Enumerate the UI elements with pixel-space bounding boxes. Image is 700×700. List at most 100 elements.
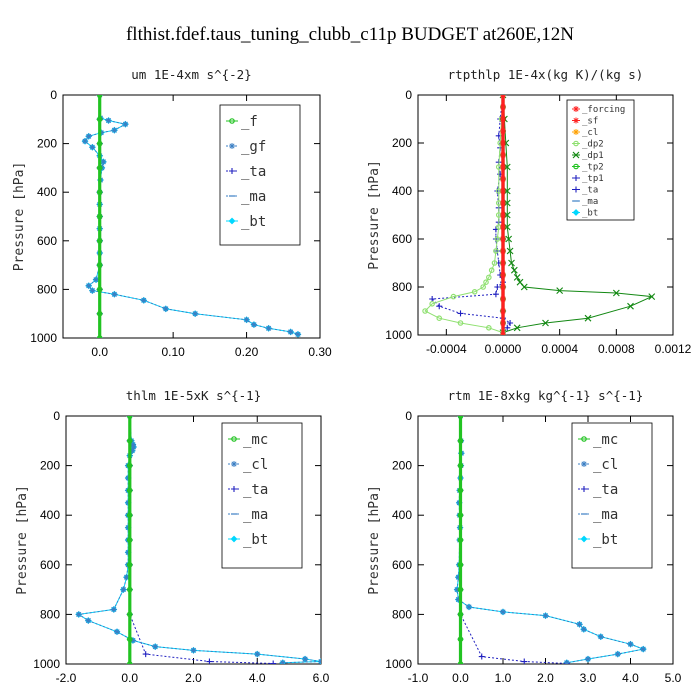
data-point [82, 138, 89, 145]
data-point [500, 152, 506, 158]
legend-label: _mc [593, 432, 618, 448]
data-point [111, 291, 118, 298]
data-point [500, 200, 506, 206]
data-point [500, 236, 506, 242]
legend-marker [229, 143, 235, 149]
plot-area [453, 416, 647, 664]
data-point [556, 287, 564, 294]
data-point [505, 235, 513, 243]
legend-marker [581, 436, 587, 442]
legend-entry: _sf [572, 117, 598, 127]
legend-entry: _ta [578, 482, 618, 498]
data-point [500, 272, 506, 278]
legend-label: _ta [241, 164, 266, 180]
data-point [142, 651, 149, 658]
data-point [457, 661, 464, 664]
data-point [455, 574, 462, 581]
y-tick-label: 400 [392, 508, 412, 522]
y-tick-label: 600 [392, 558, 412, 572]
panel-title: rtm 1E-8xkg kg^{-1} s^{-1} [448, 388, 644, 403]
data-point [120, 586, 127, 593]
series-dp1 [499, 95, 656, 335]
y-tick-label: 0 [50, 88, 57, 102]
y-tick-label: 1000 [385, 657, 412, 671]
data-point [455, 596, 462, 603]
legend: _f _gf _ta _ma _bt [219, 104, 301, 246]
plot-area [75, 416, 321, 664]
legend-label: _bt [243, 532, 268, 548]
data-point [93, 276, 100, 283]
legend: _mc _cl _ta _ma _bt [571, 422, 653, 569]
x-tick-label: 4.0 [249, 671, 266, 685]
x-tick-label: 0.0000 [485, 342, 522, 356]
x-tick-label: 0.10 [161, 345, 185, 359]
legend-marker [229, 168, 235, 174]
legend-label: _ta [582, 186, 598, 196]
data-point [85, 282, 92, 289]
data-point [429, 300, 435, 307]
data-point [504, 324, 511, 331]
panel-title: thlm 1E-5xK s^{-1} [126, 388, 261, 403]
x-tick-label: 0.0 [121, 671, 138, 685]
chart-panel-4: rtm 1E-8xkg kg^{-1} s^{-1} Pressure [hPa]… [367, 388, 682, 685]
data-point [500, 224, 506, 230]
data-point [110, 606, 117, 613]
legend-entry: _ma [228, 507, 268, 523]
legend: _mc _cl _ta _ma _bt [221, 422, 303, 569]
chart-panel-3: thlm 1E-5xK s^{-1} Pressure [hPa] 0 200 400 6… [15, 388, 330, 685]
data-point [454, 586, 461, 593]
data-point [111, 127, 118, 134]
data-point [436, 303, 443, 310]
data-point [129, 637, 136, 644]
legend-entry: _tp1 [572, 174, 604, 184]
chart-panel-2: rtpthlp 1E-4x(kg K)/(kg s) Pressure [hPa]… [367, 67, 692, 356]
data-point [318, 658, 321, 664]
legend-marker [230, 535, 238, 543]
data-point [85, 133, 92, 140]
panel-title: um 1E-4xm s^{-2} [131, 67, 251, 82]
data-point [480, 284, 486, 290]
legend-entry: _dp2 [572, 140, 604, 150]
data-point [457, 537, 464, 543]
legend-label: _cl [582, 128, 598, 138]
data-point [96, 116, 103, 123]
data-point [96, 238, 103, 244]
data-point [192, 310, 199, 317]
x-tick-label: 6.0 [313, 671, 330, 685]
legend-label: _dp1 [582, 151, 604, 161]
series-line [424, 95, 504, 334]
legend-entry: _bt [578, 532, 618, 548]
y-tick-label: 800 [392, 280, 412, 294]
legend-marker [572, 209, 580, 216]
legend-entry: _ma [578, 507, 618, 523]
data-point [520, 283, 528, 291]
data-point [126, 636, 133, 643]
data-point [494, 284, 501, 290]
y-tick-label: 800 [37, 282, 57, 296]
legend-entry: _cl [572, 128, 598, 138]
x-tick-label: 0.0 [452, 671, 469, 685]
data-point [585, 656, 591, 663]
data-point [206, 658, 213, 664]
legend-marker [573, 186, 579, 193]
data-point [563, 659, 570, 664]
data-point [486, 324, 492, 331]
data-point [500, 332, 506, 335]
data-point [513, 274, 521, 281]
data-point [96, 213, 103, 220]
x-tick-label: 0.0004 [541, 342, 578, 356]
data-point [542, 612, 549, 619]
data-point [457, 310, 464, 317]
legend-label: _forcing [582, 105, 625, 115]
legend-entry: _bt [572, 209, 598, 219]
data-point [542, 319, 549, 327]
legend-label: _ta [593, 482, 618, 498]
legend-label: _ma [241, 189, 266, 205]
data-point [457, 320, 464, 326]
legend-entry: _tp2 [572, 163, 604, 173]
data-point [270, 660, 277, 664]
data-point [125, 524, 132, 531]
data-point [492, 291, 499, 298]
figure-title: flthist.fdef.taus_tuning_clubb_c11p BUDG… [126, 24, 574, 45]
data-point [500, 164, 506, 170]
